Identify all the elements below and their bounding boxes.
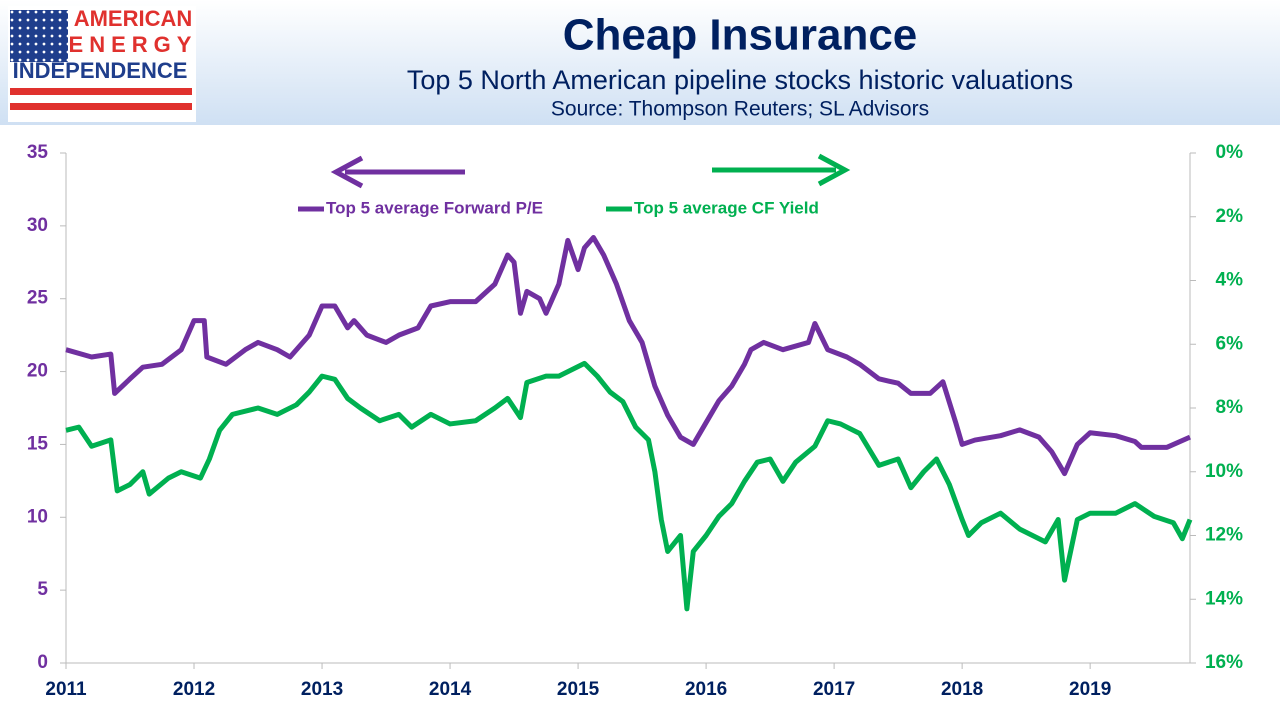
y-tick-label: 5 [37, 579, 48, 600]
y2-tick-label: 8% [1216, 397, 1244, 418]
flag-stripe [10, 88, 192, 95]
logo: AMERICAN ENERGY INDEPENDENCE [8, 6, 198, 122]
y-tick-label: 35 [27, 142, 49, 163]
x-tick-label: 2014 [429, 679, 472, 700]
chart-source: Source: Thompson Reuters; SL Advisors [551, 98, 929, 121]
y2-tick-label: 6% [1216, 333, 1244, 354]
y2-tick-label: 4% [1216, 270, 1244, 291]
arrows [330, 153, 851, 189]
flag-stars [10, 10, 68, 62]
arrow-head [330, 155, 364, 189]
x-tick-label: 2011 [45, 679, 87, 700]
legend-label: Top 5 average CF Yield [634, 198, 819, 217]
y2-tick-label: 2% [1216, 206, 1244, 227]
x-tick-label: 2019 [1069, 679, 1111, 700]
series-line [65, 235, 1192, 477]
x-tick-label: 2012 [173, 679, 215, 700]
legend-label: Top 5 average Forward P/E [326, 198, 543, 217]
x-tick-label: 2017 [813, 679, 855, 700]
y2-tick-label: 14% [1205, 588, 1243, 609]
x-tick-label: 2018 [941, 679, 983, 700]
y-tick-label: 30 [27, 215, 48, 236]
chart-subtitle: Top 5 North American pipeline stocks his… [407, 65, 1073, 95]
logo-text: INDEPENDENCE [13, 58, 188, 83]
y-tick-label: 20 [27, 361, 48, 382]
y-tick-label: 0 [37, 652, 48, 673]
y-tick-label: 15 [27, 433, 49, 454]
series-line [65, 360, 1193, 612]
logo-text: ENERGY [69, 32, 198, 57]
x-tick-label: 2016 [685, 679, 727, 700]
y2-tick-label: 10% [1205, 461, 1243, 482]
y2-tick-label: 12% [1205, 525, 1243, 546]
flag-stripe [10, 103, 192, 110]
x-tick-label: 2013 [301, 679, 343, 700]
y2-tick-label: 16% [1205, 652, 1243, 673]
header-bg [0, 0, 1280, 125]
y2-tick-label: 0% [1216, 142, 1244, 163]
chart-title: Cheap Insurance [563, 11, 918, 60]
y-tick-label: 10 [27, 506, 48, 527]
arrow-head [817, 153, 851, 187]
x-tick-label: 2015 [557, 679, 600, 700]
logo-text: AMERICAN [74, 6, 193, 31]
y-tick-label: 25 [27, 288, 49, 309]
